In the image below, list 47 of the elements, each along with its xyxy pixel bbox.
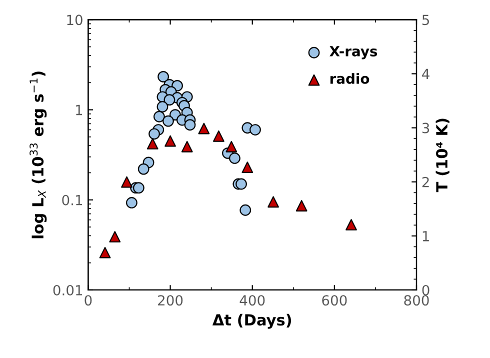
point	[138, 163, 150, 175]
point	[181, 140, 193, 152]
y2-tick-label: 2	[422, 176, 429, 188]
y-tick-label: 0.1	[62, 194, 82, 206]
x-axis-title: Δt (Days)	[212, 314, 292, 329]
y2-tick-label: 0	[422, 284, 430, 296]
point	[212, 130, 224, 142]
point	[99, 246, 111, 258]
x-tick-label: 400	[240, 295, 265, 306]
point	[164, 135, 176, 147]
x-tick-label: 0	[84, 295, 92, 306]
point	[148, 128, 160, 140]
point	[158, 70, 170, 82]
y-tick-label: 1	[76, 104, 82, 116]
legend-label: X-rays	[330, 46, 378, 60]
point	[156, 101, 168, 112]
x-tick-label: 800	[404, 295, 429, 306]
point	[236, 178, 247, 190]
y2-tick-label: 3	[422, 122, 430, 134]
point	[109, 231, 121, 242]
y2-axis-title: T (10⁴ K)	[436, 118, 450, 192]
point	[240, 204, 252, 216]
point	[346, 219, 357, 230]
point	[198, 122, 210, 134]
y2-tick-label: 1	[422, 231, 429, 242]
point	[229, 152, 240, 164]
point	[162, 115, 174, 127]
point	[268, 196, 279, 208]
y-axis-title: log L$_{X}$ (10$^{33}$ erg s$^{−1}$)	[30, 72, 47, 238]
point	[242, 162, 254, 173]
point	[226, 140, 238, 152]
y-tick-label: 10	[67, 14, 82, 26]
point	[250, 124, 261, 136]
y2-tick-label: 5	[422, 14, 429, 26]
point	[153, 110, 165, 122]
point	[164, 94, 176, 106]
point	[146, 138, 158, 150]
y-tick-label: 0.01	[53, 284, 82, 296]
legend-label: radio	[330, 73, 370, 84]
x-tick-label: 600	[322, 295, 347, 306]
x-tick-label: 200	[158, 295, 183, 306]
point	[132, 182, 144, 194]
point	[121, 176, 132, 188]
point	[296, 200, 308, 212]
y2-tick-label: 4	[422, 68, 430, 80]
point	[126, 197, 138, 208]
point	[184, 119, 196, 131]
